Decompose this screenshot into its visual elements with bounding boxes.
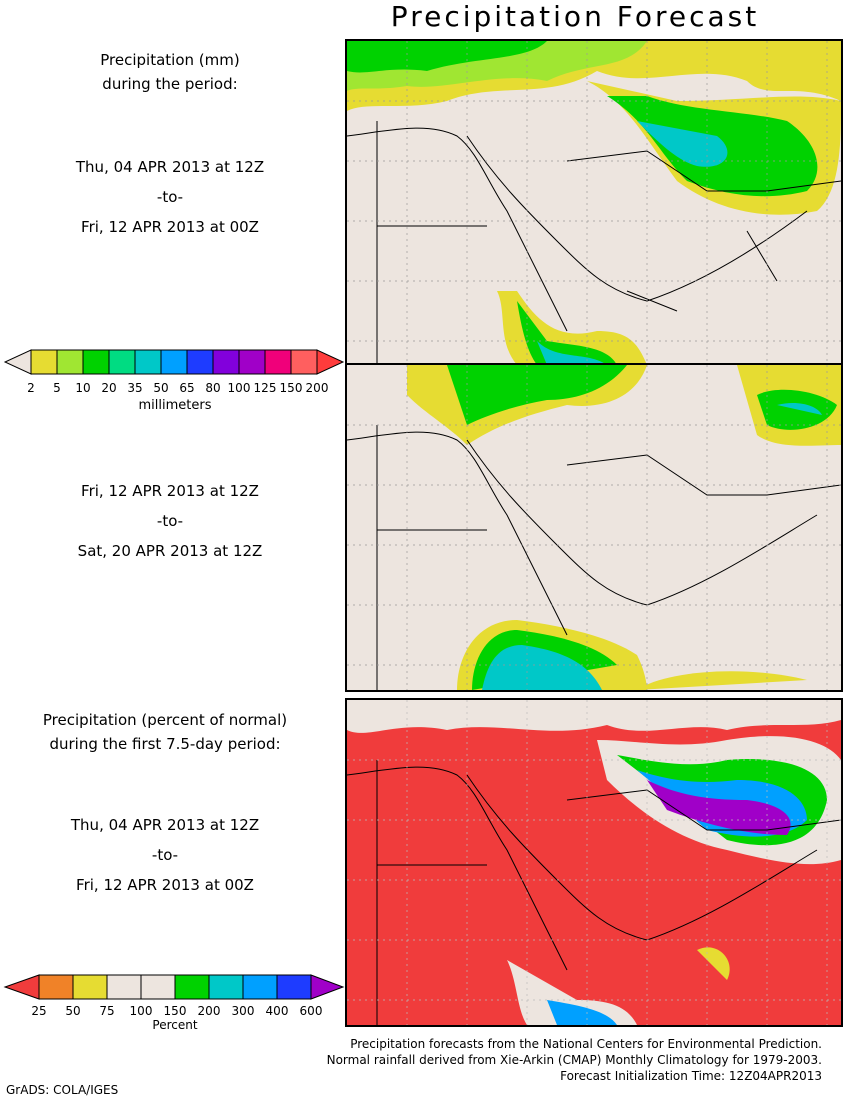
colorbar-tick-label: 600 xyxy=(299,1004,323,1018)
footer-notes: Precipitation forecasts from the Nationa… xyxy=(327,1036,822,1084)
colorbar-tick-label: 150 xyxy=(279,381,303,395)
colorbar-segment xyxy=(242,974,278,1000)
header-line: Precipitation (mm) xyxy=(100,51,240,69)
colorbar-segment xyxy=(160,349,188,375)
colorbar-tick-label: 100 xyxy=(129,1004,153,1018)
colorbar-tick-label: 300 xyxy=(231,1004,255,1018)
period2-label: Fri, 12 APR 2013 at 12Z -to- Sat, 20 APR… xyxy=(0,476,340,566)
period-end: Fri, 12 APR 2013 at 00Z xyxy=(81,218,259,236)
period-to: -to- xyxy=(156,188,184,206)
colorbar-segment xyxy=(38,974,74,1000)
map-panel-period1 xyxy=(345,39,843,367)
colorbar-tick-label: 100 xyxy=(227,381,251,395)
colorbar-mm-unit: millimeters xyxy=(138,398,212,413)
colorbar-segment xyxy=(174,974,210,1000)
colorbar-segment xyxy=(208,974,244,1000)
colorbar-segment xyxy=(72,974,108,1000)
colorbar-tick-label: 125 xyxy=(253,381,277,395)
colorbar-segment xyxy=(108,349,136,375)
colorbar-segment xyxy=(186,349,214,375)
colorbar-tick-label: 80 xyxy=(205,381,221,395)
colorbar-segment xyxy=(276,974,312,1000)
grads-credit: GrADS: COLA/IGES xyxy=(6,1083,119,1097)
colorbar-tick-label: 65 xyxy=(179,381,195,395)
colorbar-low-arrow xyxy=(3,349,32,375)
colorbar-tick-label: 150 xyxy=(163,1004,187,1018)
period-start: Thu, 04 APR 2013 at 12Z xyxy=(70,816,260,834)
map-panel-percent xyxy=(345,698,843,1027)
colorbar-percent xyxy=(3,974,345,1000)
colorbar-mm xyxy=(3,349,345,375)
colorbar-segment xyxy=(264,349,292,375)
colorbar-tick-label: 200 xyxy=(197,1004,221,1018)
colorbar-tick-label: 20 xyxy=(101,381,117,395)
period-start: Thu, 04 APR 2013 at 12Z xyxy=(75,158,265,176)
colorbar-tick-label: 50 xyxy=(65,1004,81,1018)
colorbar-percent-labels: 25 50 75 100 150 200 300 400 600 xyxy=(0,1004,345,1020)
percent-of-normal-map xyxy=(347,700,841,1025)
period-to: -to- xyxy=(151,846,179,864)
colorbar-mm-labels: 2 5 10 20 35 50 65 80 100 125 150 200 xyxy=(0,381,345,397)
period-to: -to- xyxy=(156,512,184,530)
colorbar-segment xyxy=(134,349,162,375)
colorbar-tick-label: 2 xyxy=(27,381,35,395)
colorbar-tick-label: 35 xyxy=(127,381,143,395)
footer-line: Normal rainfall derived from Xie-Arkin (… xyxy=(326,1053,822,1067)
figure-title: Precipitation Forecast xyxy=(390,0,760,33)
colorbar-tick-label: 5 xyxy=(53,381,61,395)
footer-line: Forecast Initialization Time: 12Z04APR20… xyxy=(560,1069,822,1083)
colorbar-segment xyxy=(140,974,176,1000)
colorbar-high-arrow xyxy=(316,349,345,375)
colorbar-tick-label: 75 xyxy=(99,1004,115,1018)
colorbar-segment xyxy=(82,349,110,375)
amount-header: Precipitation (mm) during the period: xyxy=(0,48,340,96)
colorbar-high-arrow xyxy=(310,974,345,1000)
header-line: during the first 7.5-day period: xyxy=(49,735,281,753)
period-end: Fri, 12 APR 2013 at 00Z xyxy=(76,876,254,894)
colorbar-segment xyxy=(238,349,266,375)
colorbar-low-arrow xyxy=(3,974,40,1000)
footer-line: Precipitation forecasts from the Nationa… xyxy=(350,1037,822,1051)
colorbar-tick-label: 10 xyxy=(75,381,91,395)
header-line: during the period: xyxy=(102,75,238,93)
colorbar-tick-label: 200 xyxy=(305,381,329,395)
percent-header: Precipitation (percent of normal) during… xyxy=(0,708,330,756)
map-panel-period2 xyxy=(345,363,843,692)
colorbar-segment xyxy=(212,349,240,375)
header-line: Precipitation (percent of normal) xyxy=(42,711,288,729)
precip-map xyxy=(347,365,841,690)
period3-label: Thu, 04 APR 2013 at 12Z -to- Fri, 12 APR… xyxy=(0,810,330,900)
colorbar-segment xyxy=(106,974,142,1000)
colorbar-percent-unit: Percent xyxy=(152,1018,198,1032)
colorbar-segment xyxy=(56,349,84,375)
period1-label: Thu, 04 APR 2013 at 12Z -to- Fri, 12 APR… xyxy=(0,152,340,242)
colorbar-tick-label: 50 xyxy=(153,381,169,395)
colorbar-tick-label: 400 xyxy=(265,1004,289,1018)
period-start: Fri, 12 APR 2013 at 12Z xyxy=(81,482,259,500)
colorbar-tick-label: 25 xyxy=(31,1004,47,1018)
period-end: Sat, 20 APR 2013 at 12Z xyxy=(77,542,263,560)
precip-map xyxy=(347,41,841,365)
colorbar-segment xyxy=(30,349,58,375)
colorbar-segment xyxy=(290,349,318,375)
